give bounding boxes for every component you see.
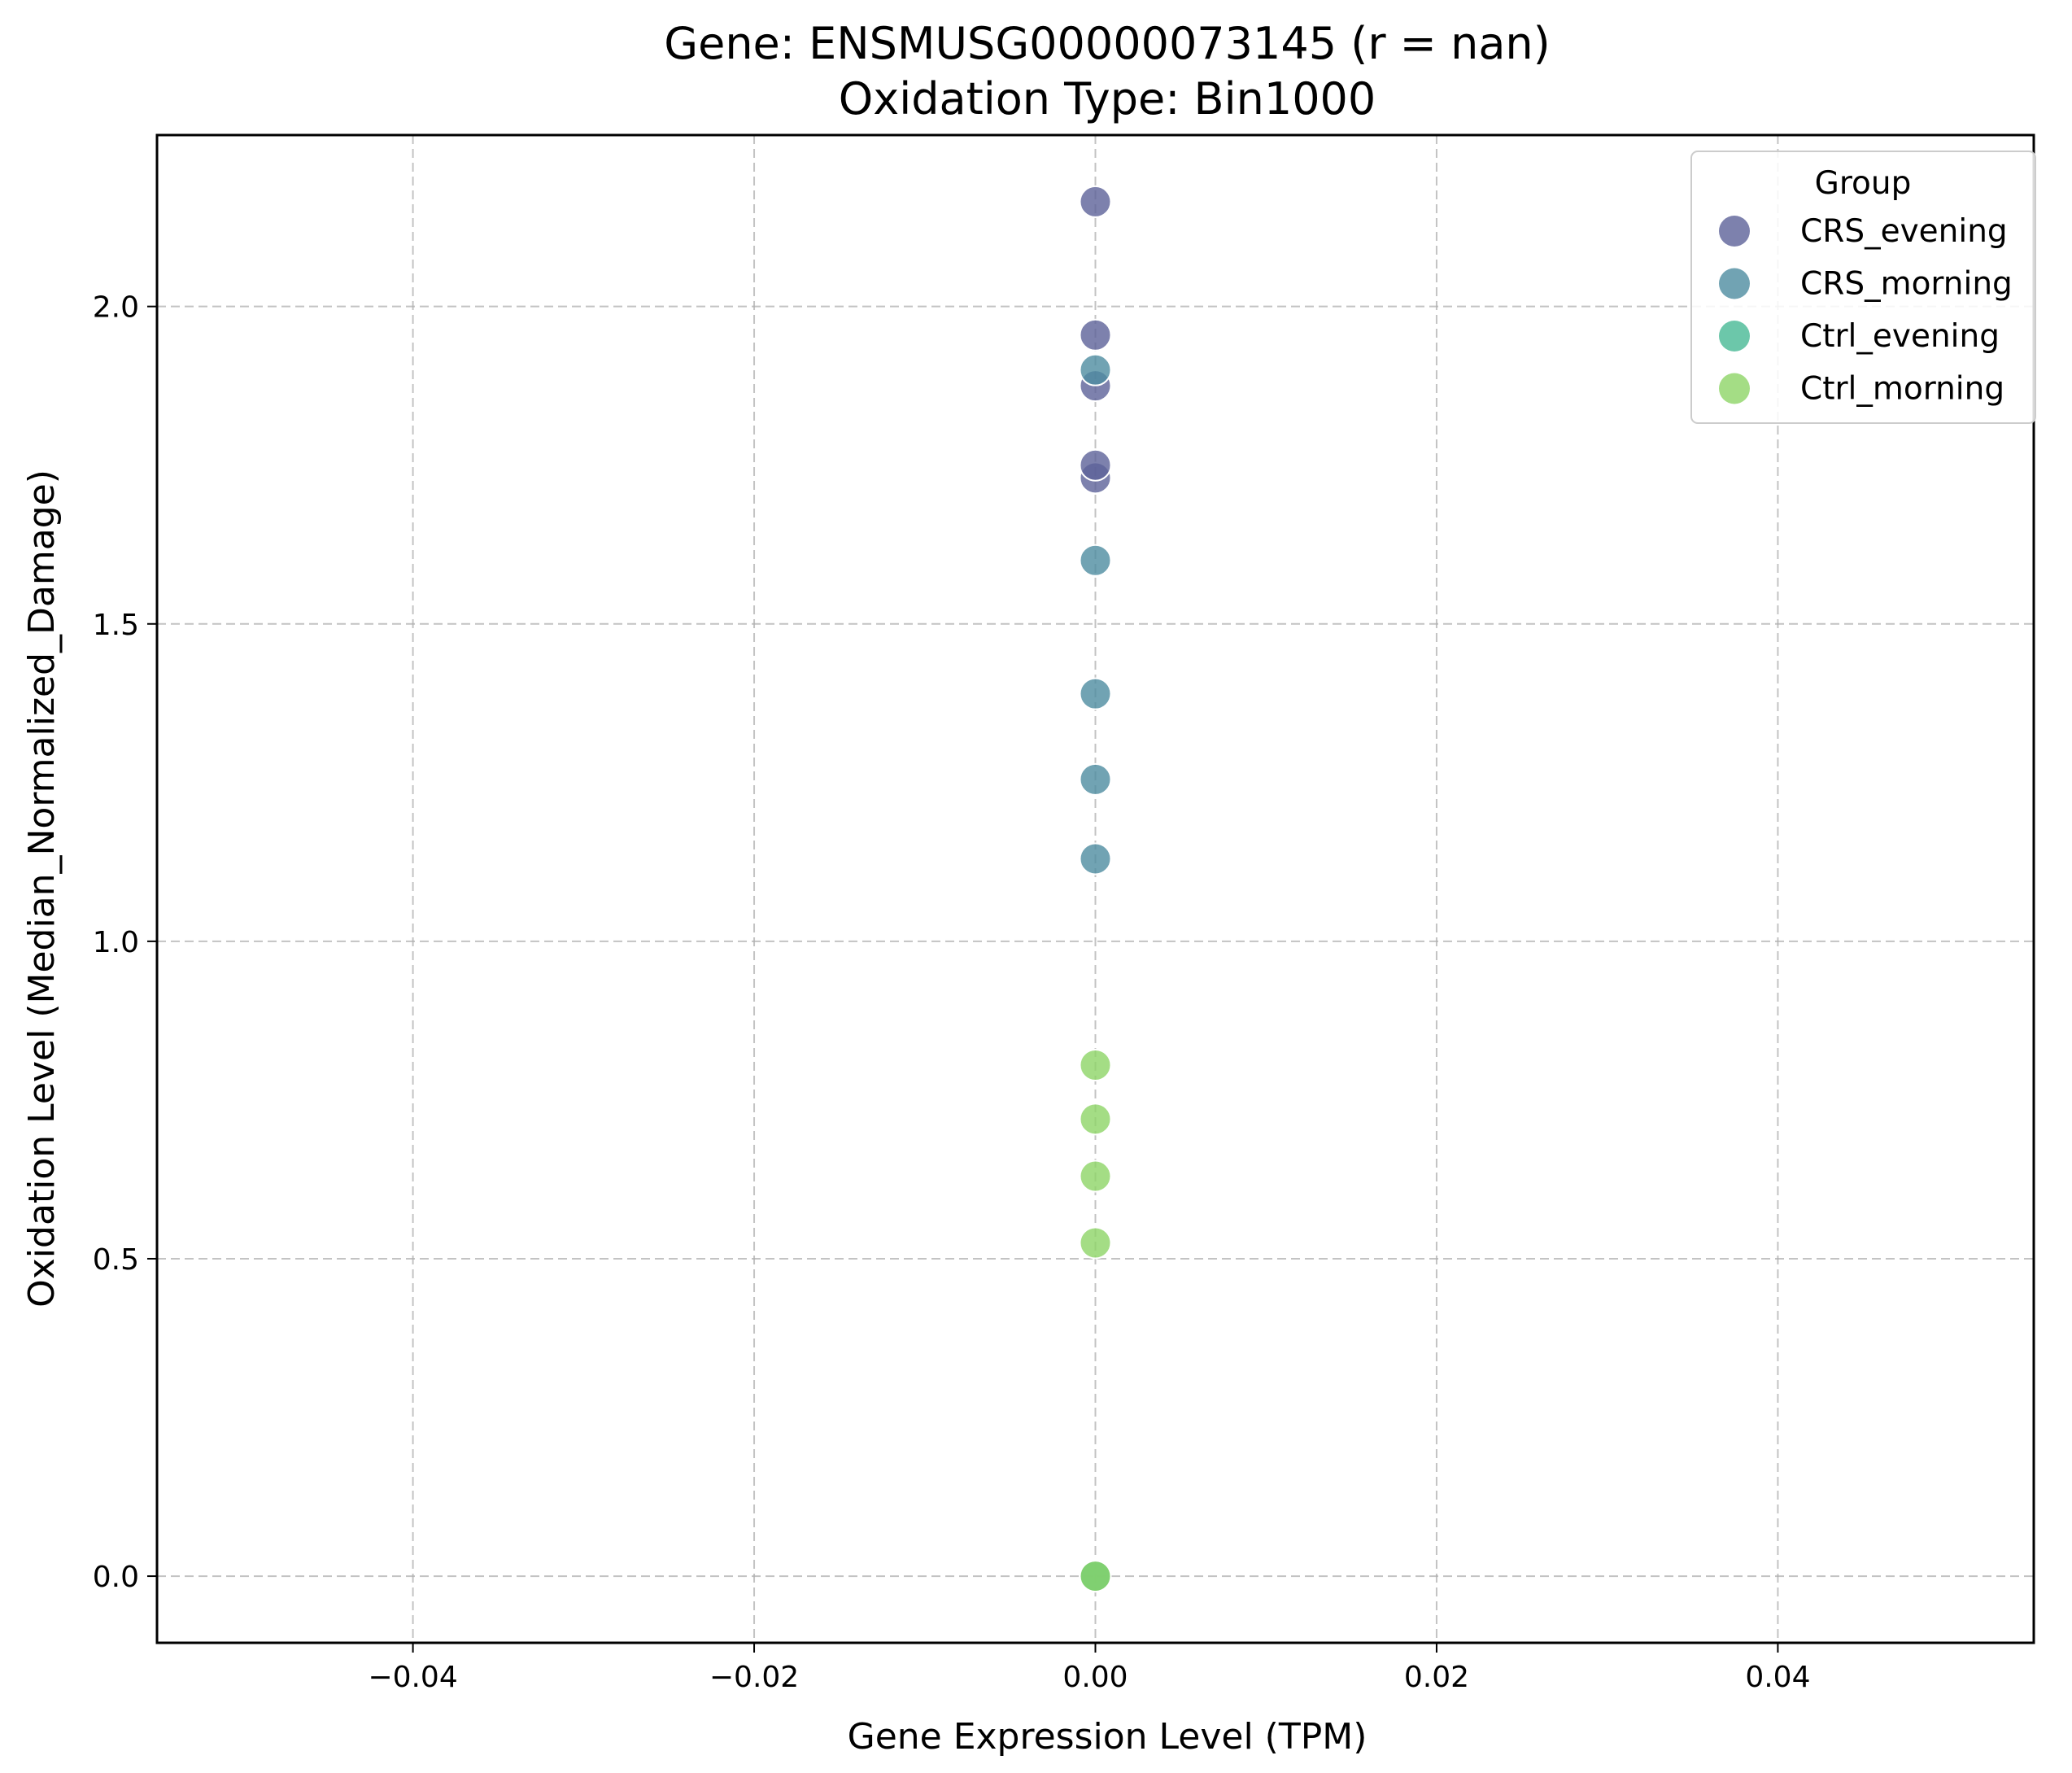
y-axis-ticks: 0.0 0.5 1.0 1.5 2.0 [93, 291, 157, 1594]
data-point-crs-morning [1079, 762, 1112, 796]
legend-label: CRS_morning [1800, 266, 2013, 303]
y-tick-label: 2.0 [93, 291, 139, 325]
x-axis-label: Gene Expression Level (TPM) [848, 1716, 1368, 1758]
data-points [1079, 185, 1112, 1593]
y-axis-label: Oxidation Level (Median_Normalized_Damag… [21, 469, 63, 1308]
y-tick-label: 1.0 [93, 926, 139, 959]
data-point-ctrl-morning [1079, 1049, 1112, 1082]
data-point-ctrl-morning [1079, 1226, 1112, 1260]
y-tick-label: 1.5 [93, 609, 139, 642]
x-tick-label: 0.00 [1062, 1661, 1128, 1694]
legend-label: Ctrl_morning [1800, 371, 2004, 408]
x-axis-ticks: −0.04 −0.02 0.00 0.02 0.04 [368, 1643, 1810, 1694]
data-point-crs-morning [1079, 353, 1112, 386]
x-tick-label: 0.02 [1404, 1661, 1469, 1694]
data-point-crs-evening [1079, 318, 1112, 352]
legend-items: CRS_evening CRS_morning Ctrl_evening Ctrl_m… [1719, 213, 2013, 408]
legend-label: Ctrl_evening [1800, 318, 2000, 355]
data-point-ctrl-morning [1079, 1103, 1112, 1136]
data-point-crs-morning [1079, 677, 1112, 710]
y-tick-label: 0.0 [93, 1561, 139, 1594]
data-point-crs-evening [1079, 448, 1112, 482]
legend-marker [1719, 216, 1750, 247]
chart-subtitle: Oxidation Type: Bin1000 [839, 73, 1376, 124]
data-point-ctrl-morning [1079, 1560, 1112, 1593]
x-tick-label: 0.04 [1745, 1661, 1810, 1694]
legend-marker [1719, 373, 1750, 404]
data-point-crs-morning [1079, 544, 1112, 577]
y-tick-label: 0.5 [93, 1243, 139, 1277]
legend-marker [1719, 268, 1750, 299]
x-tick-label: −0.02 [709, 1661, 799, 1694]
x-tick-label: −0.04 [368, 1661, 457, 1694]
legend-box [1690, 151, 2036, 424]
data-point-crs-evening [1079, 185, 1112, 218]
data-point-crs-morning [1079, 842, 1112, 876]
legend-label: CRS_evening [1800, 213, 2008, 250]
chart-title: Gene: ENSMUSG00000073145 (r = nan) [664, 18, 1550, 69]
data-point-ctrl-morning [1079, 1159, 1112, 1193]
legend: Group CRS_evening CRS_morning Ctrl_evening… [1690, 151, 2036, 424]
legend-title: Group [1815, 165, 1912, 202]
legend-marker [1719, 321, 1750, 352]
